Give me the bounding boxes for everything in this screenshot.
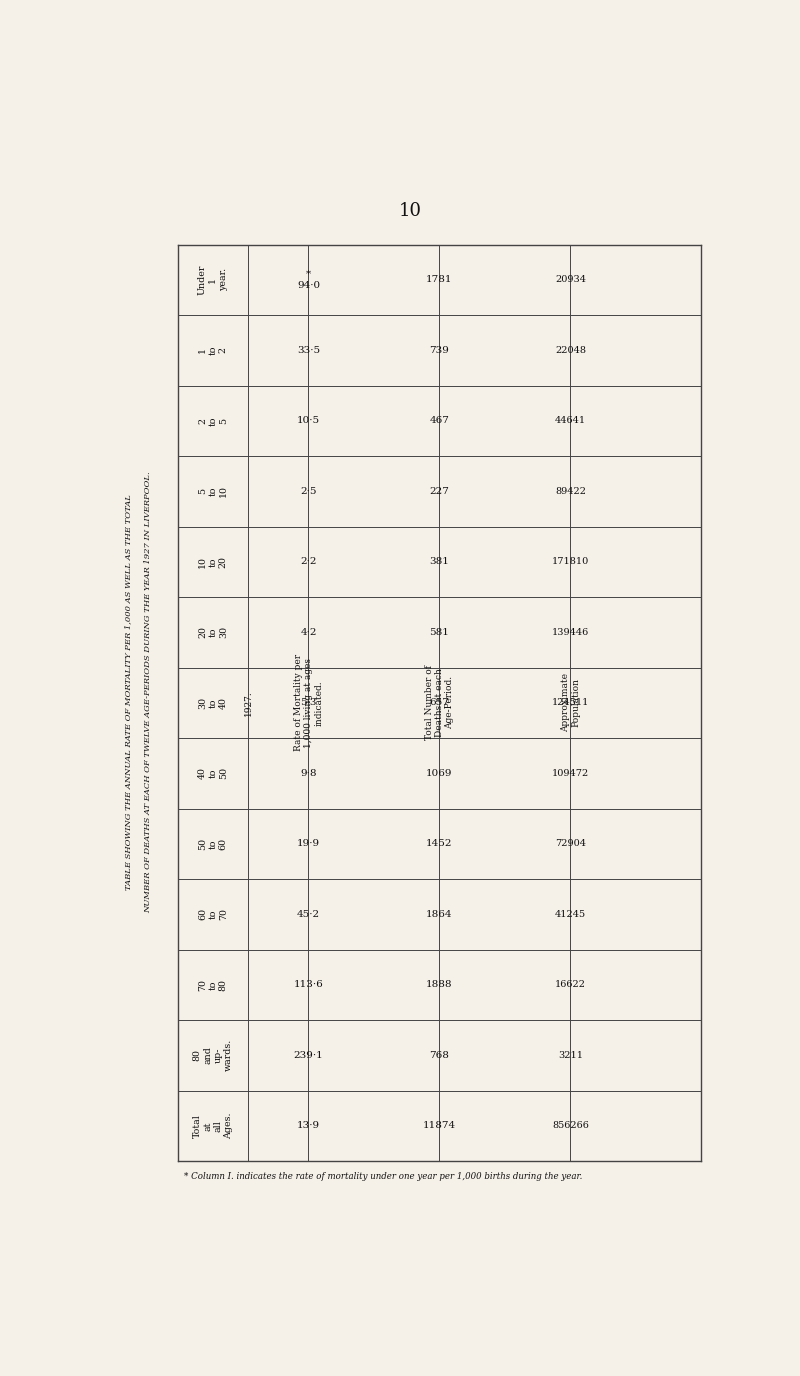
Text: 768: 768 xyxy=(430,1051,450,1060)
Text: 20
to
30: 20 to 30 xyxy=(198,626,228,638)
Text: 70
to
80: 70 to 80 xyxy=(198,978,228,991)
Text: 72904: 72904 xyxy=(555,839,586,849)
Text: Total Number of
Deaths at each
Age-Period.: Total Number of Deaths at each Age-Perio… xyxy=(425,666,454,740)
Text: 5
to
10: 5 to 10 xyxy=(198,486,228,497)
Text: 856266: 856266 xyxy=(552,1121,589,1130)
Text: * Column I. indicates the rate of mortality under one year per 1,000 births duri: * Column I. indicates the rate of mortal… xyxy=(184,1172,582,1181)
Text: 1452: 1452 xyxy=(426,839,453,849)
Text: 80
and
up-
wards.: 80 and up- wards. xyxy=(193,1039,233,1072)
Text: 109472: 109472 xyxy=(552,769,589,777)
Text: 45·2: 45·2 xyxy=(297,910,320,919)
Text: Total
at
all
Ages.: Total at all Ages. xyxy=(193,1113,233,1139)
Text: 239·1: 239·1 xyxy=(294,1051,323,1060)
Text: 381: 381 xyxy=(430,557,450,567)
Text: 171810: 171810 xyxy=(552,557,589,567)
Text: 139446: 139446 xyxy=(552,627,589,637)
Text: 10·5: 10·5 xyxy=(297,417,320,425)
Text: 1927.: 1927. xyxy=(244,689,253,716)
Text: 40
to
50: 40 to 50 xyxy=(198,768,228,779)
Text: 10: 10 xyxy=(398,202,422,220)
Text: 2·2: 2·2 xyxy=(300,557,317,567)
Text: 60
to
70: 60 to 70 xyxy=(198,908,228,921)
Text: 1069: 1069 xyxy=(426,769,453,777)
Text: 20934: 20934 xyxy=(555,275,586,285)
Text: 5·3: 5·3 xyxy=(300,699,317,707)
Text: 16622: 16622 xyxy=(555,980,586,989)
Text: 657: 657 xyxy=(430,699,450,707)
Text: 4·2: 4·2 xyxy=(300,627,317,637)
Text: 2·5: 2·5 xyxy=(300,487,317,495)
Text: 3211: 3211 xyxy=(558,1051,583,1060)
Text: Rate of Mortality per
1,000 living at ages
indicated.: Rate of Mortality per 1,000 living at ag… xyxy=(294,654,323,751)
Text: *
94·0: * 94·0 xyxy=(297,270,320,289)
Text: 9·8: 9·8 xyxy=(300,769,317,777)
Text: Approximate
Population: Approximate Population xyxy=(561,673,580,732)
Text: TABLE SHOWING THE ANNUAL RATE OF MORTALITY PER 1,000 AS WELL AS THE TOTAL: TABLE SHOWING THE ANNUAL RATE OF MORTALI… xyxy=(124,494,132,890)
Text: 89422: 89422 xyxy=(555,487,586,495)
Text: 1
to
2: 1 to 2 xyxy=(198,345,228,355)
Text: 581: 581 xyxy=(430,627,450,637)
Text: 41245: 41245 xyxy=(555,910,586,919)
Text: 50
to
60: 50 to 60 xyxy=(198,838,228,850)
Text: 1781: 1781 xyxy=(426,275,453,285)
Text: 1888: 1888 xyxy=(426,980,453,989)
Text: 33·5: 33·5 xyxy=(297,345,320,355)
Text: 44641: 44641 xyxy=(555,417,586,425)
Text: Under
1
year.: Under 1 year. xyxy=(198,264,228,294)
Text: 227: 227 xyxy=(430,487,450,495)
Text: 30
to
40: 30 to 40 xyxy=(198,696,228,709)
Text: 13·9: 13·9 xyxy=(297,1121,320,1130)
Text: 113·6: 113·6 xyxy=(294,980,323,989)
Text: 1864: 1864 xyxy=(426,910,453,919)
Text: 467: 467 xyxy=(430,417,450,425)
Text: 11874: 11874 xyxy=(423,1121,456,1130)
Text: 2
to
5: 2 to 5 xyxy=(198,416,228,425)
Text: NUMBER OF DEATHS AT EACH OF TWELVE AGE-PERIODS DURING THE YEAR 1927 IN LIVERPOOL: NUMBER OF DEATHS AT EACH OF TWELVE AGE-P… xyxy=(144,472,152,914)
Text: 739: 739 xyxy=(430,345,450,355)
Text: 124511: 124511 xyxy=(552,699,589,707)
Text: 19·9: 19·9 xyxy=(297,839,320,849)
Text: 10
to
20: 10 to 20 xyxy=(198,556,228,568)
Text: 22048: 22048 xyxy=(555,345,586,355)
